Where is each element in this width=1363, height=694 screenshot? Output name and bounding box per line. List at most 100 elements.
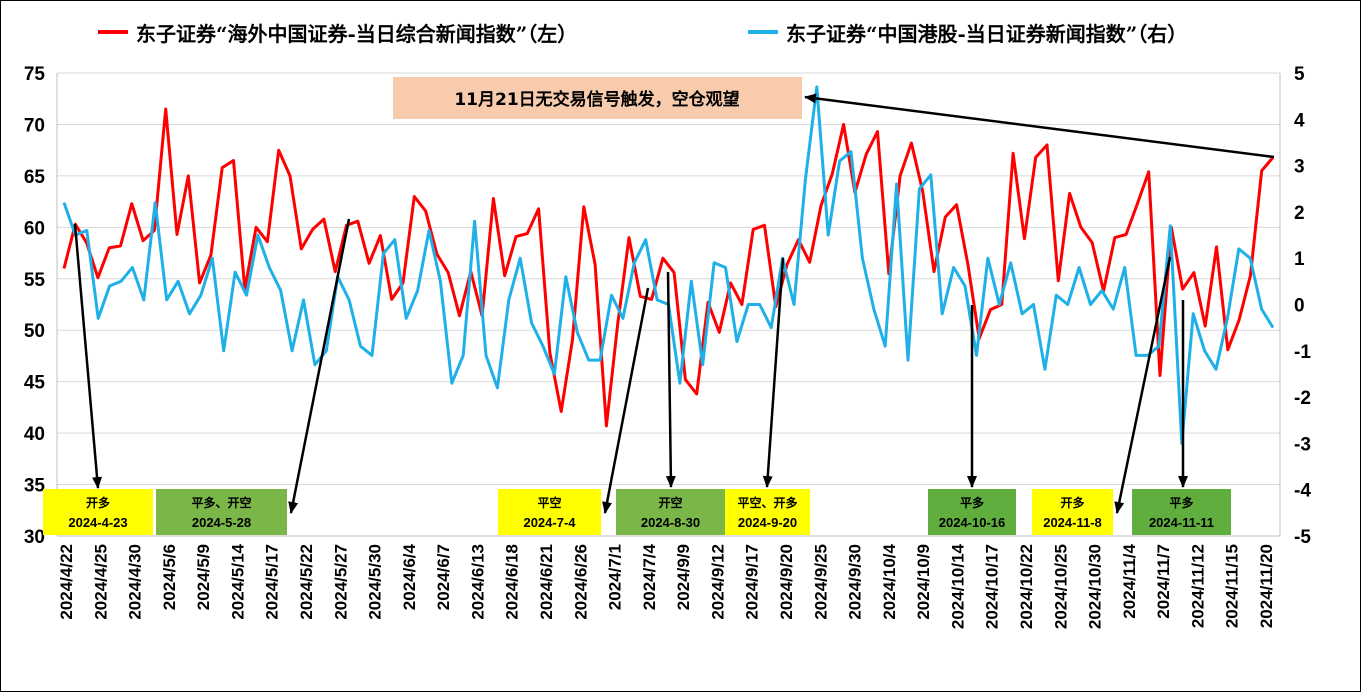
signal-box-background — [725, 489, 810, 535]
legend-label-left: 东子证券“海外中国证券-当日综合新闻指数”（左） — [136, 21, 578, 46]
y-left-tick-label: 30 — [24, 527, 45, 548]
y-right-tick-label: 0 — [1294, 296, 1305, 317]
y-left-tick-label: 45 — [24, 373, 46, 394]
signal-type-label: 平空、开多 — [737, 495, 797, 510]
signal-type-label: 平多、开空 — [191, 495, 251, 510]
signal-date-label: 2024-10-16 — [939, 515, 1006, 530]
signal-box: 平多 2024-10-16 — [928, 489, 1016, 535]
x-tick-label: 2024/10/17 — [983, 544, 1002, 629]
x-tick-label: 2024/10/9 — [914, 544, 933, 620]
signal-date-label: 2024-11-11 — [1149, 515, 1214, 530]
x-tick-label: 2024/10/22 — [1017, 544, 1036, 629]
x-tick-label: 2024/4/25 — [91, 544, 110, 620]
y-right-tick-label: -4 — [1294, 481, 1311, 502]
legend-entry-right: 东子证券“中国港股-当日证券新闻指数”（右） — [748, 14, 1187, 50]
signal-box-background — [1032, 489, 1113, 535]
x-tick-label: 2024/6/13 — [468, 544, 487, 620]
signal-box: 开多 2024-11-8 — [1032, 489, 1113, 535]
signal-box: 平空、开多 2024-9-20 — [725, 489, 810, 535]
signal-arrow — [288, 218, 351, 514]
y-right-tick-label: -5 — [1294, 527, 1311, 548]
x-tick-label: 2024/11/4 — [1120, 543, 1139, 618]
x-tick-label: 2024/5/22 — [297, 544, 316, 620]
x-tick-label: 2024/5/9 — [194, 544, 213, 610]
y-right-tick-label: 3 — [1294, 157, 1305, 178]
y-left-tick-label: 75 — [24, 64, 46, 85]
x-tick-label: 2024/5/17 — [263, 544, 282, 620]
x-tick-label: 2024/9/9 — [674, 544, 693, 610]
signal-type-label: 开多 — [86, 495, 110, 510]
signal-box-background — [928, 489, 1016, 535]
x-tick-label: 2024/9/20 — [777, 544, 796, 620]
legend-entry-left: 东子证券“海外中国证券-当日综合新闻指数”（左） — [98, 14, 577, 50]
signal-date-label: 2024-9-20 — [738, 515, 797, 530]
legend-swatch-red — [98, 30, 128, 34]
signal-type-label: 开多 — [1060, 495, 1084, 510]
y-left-tick-label: 60 — [24, 218, 45, 239]
x-tick-label: 2024/6/7 — [434, 544, 453, 610]
signal-date-label: 2024-5-28 — [192, 515, 251, 530]
note-arrow — [804, 93, 1275, 159]
y-right-tick-label: -2 — [1294, 388, 1311, 409]
signal-date-label: 2024-4-23 — [68, 515, 127, 530]
y-right-tick-label: 4 — [1294, 110, 1305, 131]
signal-box-background — [498, 489, 601, 535]
x-tick-label: 2024/10/4 — [880, 543, 899, 619]
x-tick-label: 2024/10/30 — [1086, 544, 1105, 629]
signal-box: 开多 2024-4-23 — [43, 489, 153, 535]
signal-box: 平空 2024-7-4 — [498, 489, 601, 535]
x-tick-label: 2024/10/25 — [1051, 544, 1070, 629]
signal-type-label: 平多 — [1169, 495, 1193, 510]
x-tick-label: 2024/5/30 — [366, 544, 385, 620]
x-tick-label: 2024/9/25 — [811, 544, 830, 620]
y-left-tick-label: 65 — [24, 167, 46, 188]
signal-arrow — [762, 257, 785, 488]
x-tick-label: 2024/11/7 — [1154, 544, 1173, 619]
signal-date-label: 2024-11-8 — [1043, 515, 1102, 530]
y-left-tick-label: 35 — [24, 476, 46, 497]
y-right-tick-label: 2 — [1294, 203, 1305, 224]
y-right-tick-label: 1 — [1294, 249, 1305, 270]
y-left-tick-label: 55 — [24, 270, 46, 291]
legend-label-right: 东子证券“中国港股-当日证券新闻指数”（右） — [786, 21, 1188, 46]
signal-box: 平多、开空 2024-5-28 — [156, 489, 287, 535]
x-tick-label: 2024/4/22 — [57, 544, 76, 620]
no-signal-note: 11月21日无交易信号触发，空仓观望 — [393, 77, 802, 119]
x-tick-label: 2024/11/20 — [1257, 544, 1276, 628]
x-tick-label: 2024/5/27 — [331, 544, 350, 620]
series-line-overseas-china-securities — [62, 107, 1275, 428]
signal-box-background — [1132, 489, 1231, 535]
x-tick-label: 2024/5/14 — [228, 543, 247, 619]
signal-arrow — [73, 223, 103, 489]
signal-box: 平多 2024-11-11 — [1132, 489, 1231, 535]
x-tick-label: 2024/7/1 — [606, 544, 625, 610]
signal-box-background — [156, 489, 287, 535]
x-tick-label: 2024/11/15 — [1223, 544, 1242, 628]
signal-type-label: 平空 — [537, 495, 561, 510]
y-right-tick-label: -3 — [1294, 434, 1311, 455]
x-tick-label: 2024/9/17 — [743, 544, 762, 620]
x-tick-label: 2024/6/4 — [400, 543, 419, 610]
x-tick-label: 2024/9/30 — [846, 544, 865, 620]
y-left-tick-label: 70 — [24, 115, 45, 136]
signal-arrow — [1114, 256, 1172, 514]
x-tick-label: 2024/10/14 — [948, 543, 967, 629]
signal-date-label: 2024-7-4 — [523, 515, 576, 530]
y-left-tick-label: 40 — [24, 424, 45, 445]
x-tick-label: 2024/6/21 — [537, 544, 556, 620]
signal-box-background — [43, 489, 153, 535]
signal-type-label: 开空 — [658, 495, 682, 510]
y-right-tick-label: 5 — [1294, 64, 1305, 85]
note-text: 11月21日无交易信号触发，空仓观望 — [454, 89, 739, 110]
signal-box-background — [616, 489, 725, 535]
y-right-tick-label: -1 — [1294, 342, 1311, 363]
legend-swatch-blue — [748, 30, 778, 34]
x-tick-label: 2024/4/30 — [126, 544, 145, 620]
y-left-tick-label: 50 — [24, 321, 45, 342]
signal-type-label: 平多 — [960, 495, 984, 510]
signal-date-label: 2024-8-30 — [641, 515, 700, 530]
signal-arrow — [665, 271, 676, 488]
x-tick-label: 2024/6/18 — [503, 544, 522, 620]
